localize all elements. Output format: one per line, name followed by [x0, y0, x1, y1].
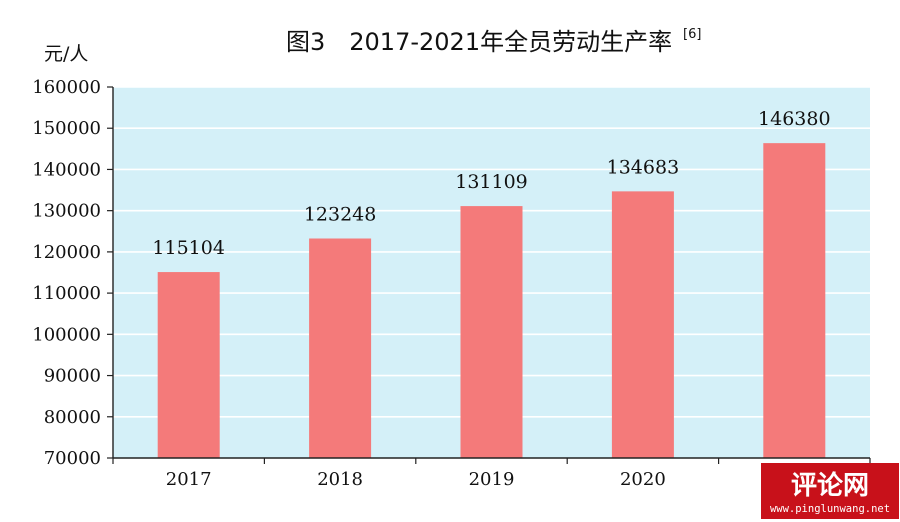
- y-tick-label-150000: 150000: [32, 118, 101, 139]
- data-label-2017: 115104: [152, 237, 225, 259]
- data-labels: 115104 123248 131109 134683 146380: [152, 108, 830, 259]
- y-tick-label-110000: 110000: [32, 283, 101, 304]
- bar-2018: [309, 238, 372, 458]
- watermark-background: [761, 463, 899, 519]
- y-tick-label-160000: 160000: [32, 77, 101, 98]
- bars: [157, 143, 826, 459]
- y-tick-label-100000: 100000: [32, 324, 101, 345]
- chart-title: 图3 2017-2021年全员劳动生产率: [286, 28, 672, 56]
- data-label-2018: 123248: [304, 203, 377, 225]
- y-tick-labels: 70000 80000 90000 100000 110000 120000 130000 1…: [32, 77, 101, 469]
- data-label-2019: 131109: [455, 171, 528, 193]
- watermark-text: 评论网: [791, 471, 869, 501]
- y-tick-label-90000: 90000: [44, 366, 101, 387]
- y-tick-label-120000: 120000: [32, 242, 101, 263]
- watermark-url: www.pinglunwang.net: [770, 503, 890, 515]
- data-label-2021: 146380: [758, 108, 831, 130]
- x-tick-label-2017: 2017: [166, 469, 212, 490]
- y-tick-label-130000: 130000: [32, 201, 101, 222]
- y-tick-label-70000: 70000: [44, 448, 101, 469]
- y-tick-label-80000: 80000: [44, 407, 101, 428]
- bar-2020: [611, 191, 674, 458]
- bar-2021: [763, 143, 826, 459]
- x-tick-labels: 20172018201920202021: [166, 469, 817, 490]
- x-tick-label-2018: 2018: [317, 469, 363, 490]
- bar-2019: [460, 206, 523, 458]
- watermark: 评论网 www.pinglunwang.net: [761, 463, 899, 519]
- x-tick-label-2020: 2020: [620, 469, 666, 490]
- y-axis-unit-label: 元/人: [44, 43, 88, 65]
- chart-title-note: [6]: [683, 27, 701, 42]
- data-label-2020: 134683: [607, 156, 680, 178]
- bar-2017: [157, 272, 220, 458]
- y-tick-label-140000: 140000: [32, 159, 101, 180]
- x-tick-label-2019: 2019: [469, 469, 515, 490]
